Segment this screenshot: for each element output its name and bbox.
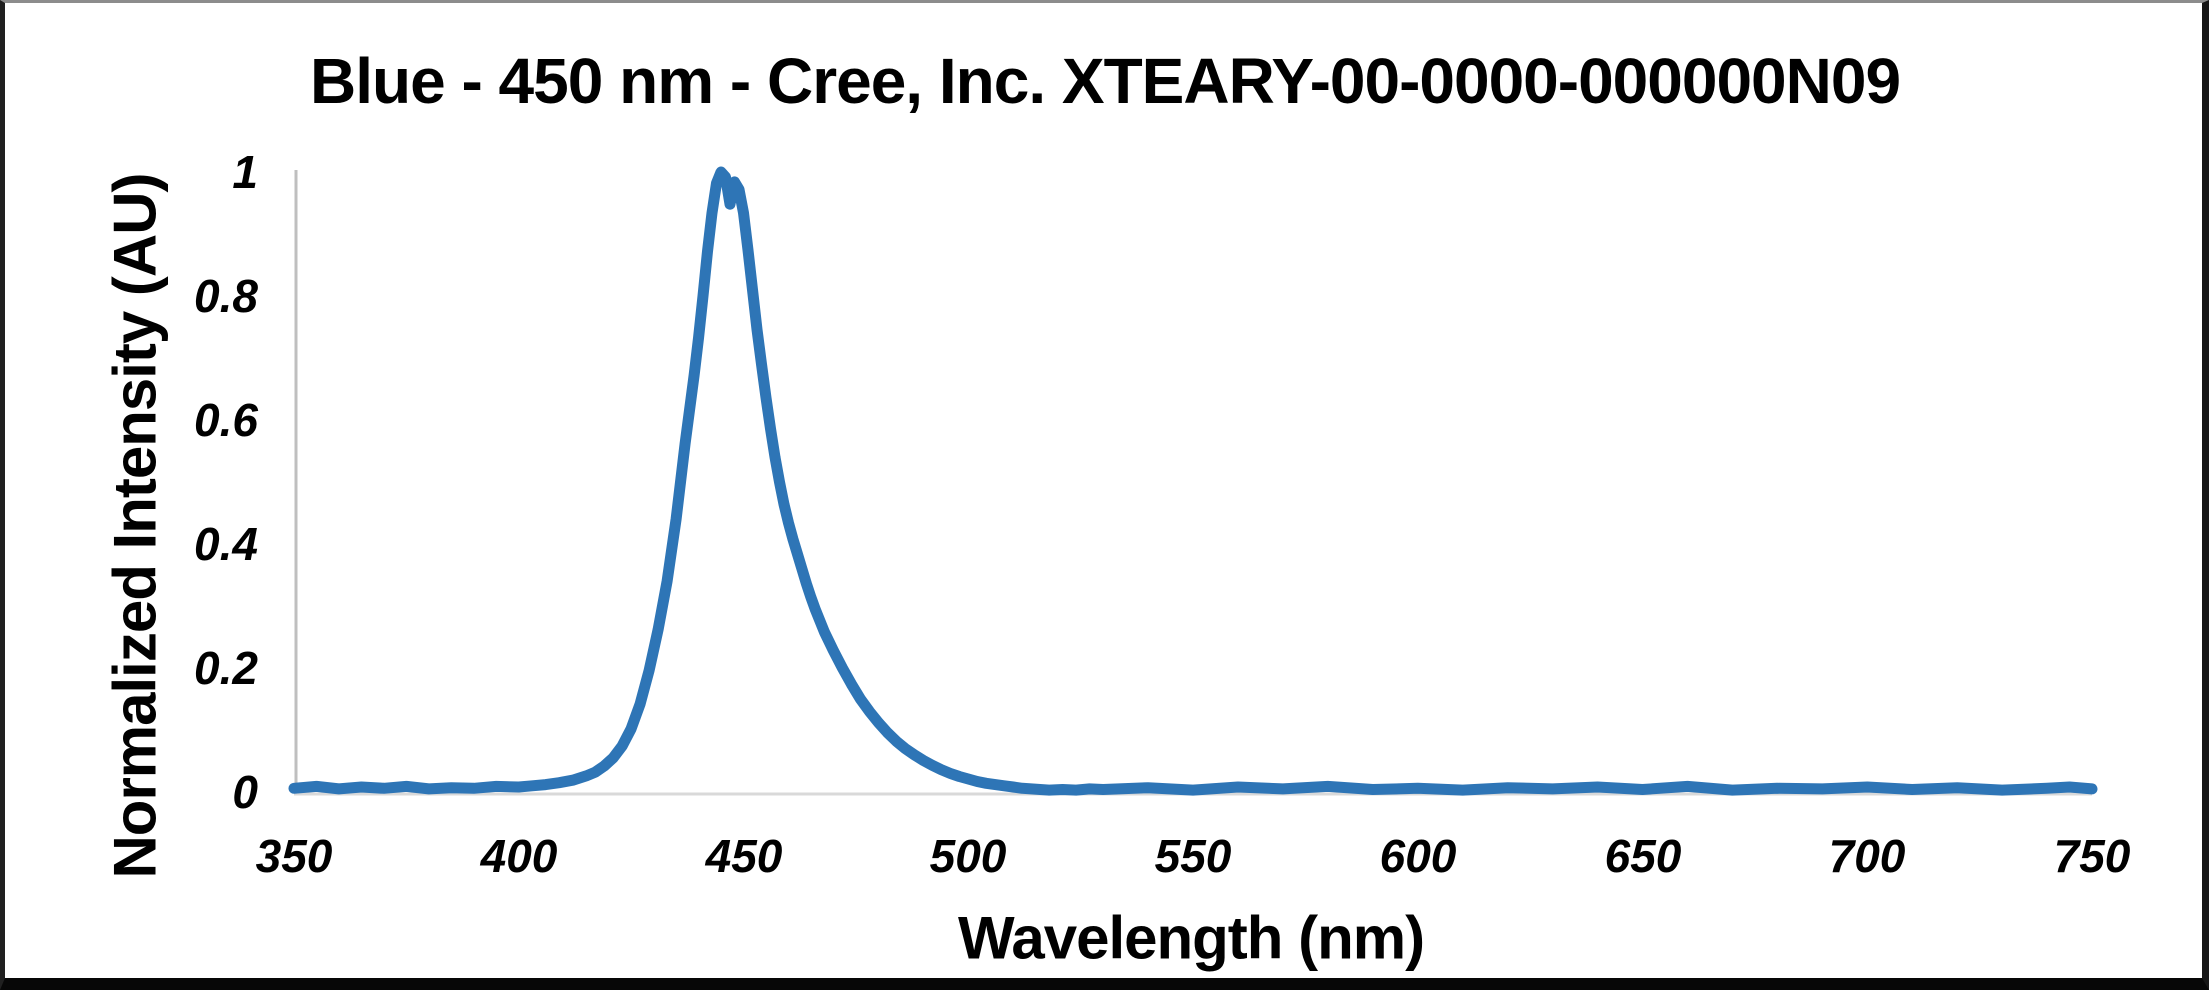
x-tick-label: 550 xyxy=(1154,830,1232,882)
x-tick-label: 750 xyxy=(2053,830,2131,882)
chart-title: Blue - 450 nm - Cree, Inc. XTEARY-00-000… xyxy=(309,45,1901,117)
x-tick-label: 350 xyxy=(255,830,333,882)
x-tick-label: 450 xyxy=(705,830,783,882)
y-tick-label: 0.4 xyxy=(194,518,258,570)
y-tick-label: 1 xyxy=(232,146,258,198)
x-axis-title: Wavelength (nm) xyxy=(957,904,1425,972)
plot-area xyxy=(288,166,2098,796)
y-tick-label: 0.8 xyxy=(194,270,258,322)
y-tick-label: 0.6 xyxy=(194,394,258,446)
x-tick-label: 600 xyxy=(1379,830,1457,882)
x-tick-label: 500 xyxy=(929,830,1007,882)
y-tick-label: 0 xyxy=(232,766,258,818)
spectrum-curve xyxy=(288,166,2098,796)
x-tick-label: 650 xyxy=(1604,830,1682,882)
x-tick-label: 400 xyxy=(480,830,558,882)
y-tick-label: 0.2 xyxy=(194,642,258,694)
x-tick-label: 700 xyxy=(1828,830,1906,882)
